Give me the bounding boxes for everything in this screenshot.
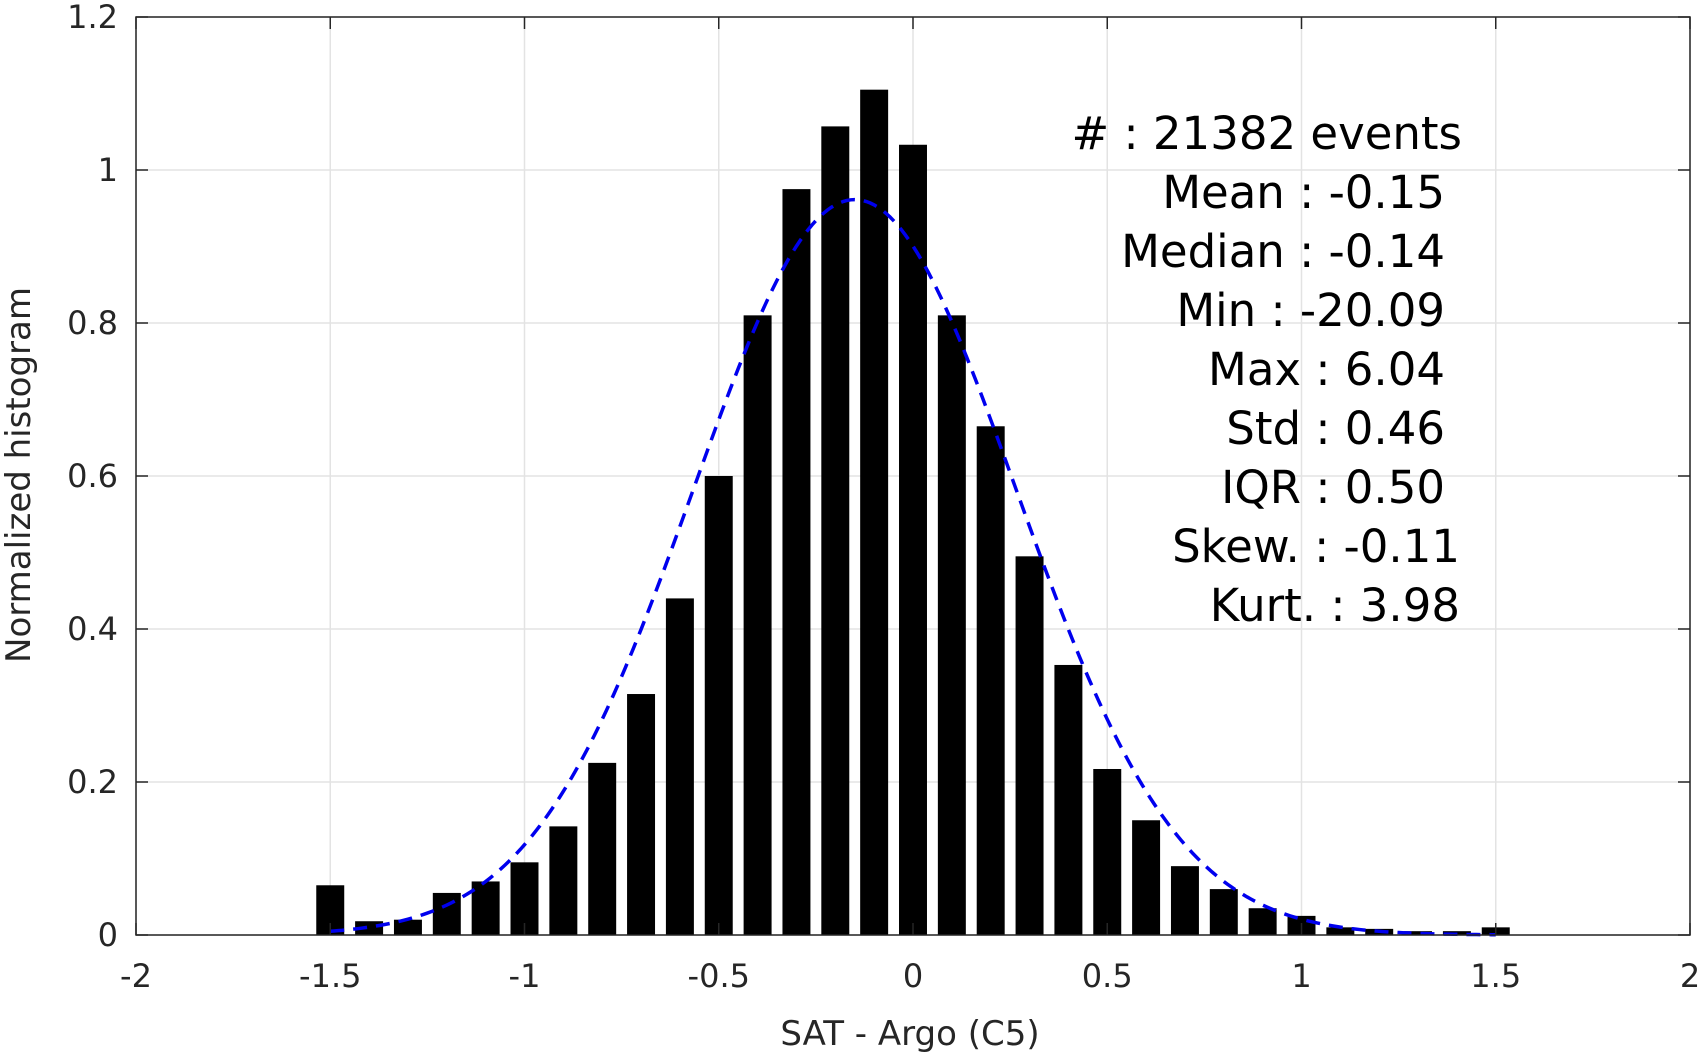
histogram-bar	[782, 189, 811, 935]
x-tick-label: 2	[1680, 957, 1700, 995]
stat-median: Median : -0.14	[1121, 225, 1445, 278]
x-axis-title: SAT - Argo (C5)	[780, 1014, 1039, 1054]
y-axis-title: Normalized histogram	[0, 287, 39, 663]
histogram-bar	[704, 476, 733, 935]
x-tick-label: 1.5	[1470, 957, 1521, 995]
normal-fit-curve	[330, 197, 1496, 937]
histogram-bar	[1326, 927, 1355, 935]
histogram-bar	[1132, 820, 1161, 935]
histogram-bar	[821, 126, 850, 935]
stat-max: Max : 6.04	[1208, 343, 1445, 396]
histogram-bar	[1170, 866, 1199, 935]
y-tick-label: 0.8	[67, 304, 118, 342]
histogram-bar	[665, 598, 694, 935]
histogram-bar	[1404, 931, 1433, 935]
x-tick-label: 0	[903, 957, 923, 995]
y-tick-label: 0.2	[67, 763, 118, 801]
y-tick-labels: 0 0.2 0.4 0.6 0.8 1 1.2	[67, 0, 118, 954]
y-tick-label: 1	[98, 151, 118, 189]
histogram-bar	[1209, 889, 1238, 935]
stat-std: Std : 0.46	[1226, 402, 1445, 455]
x-tick-label: -1	[509, 957, 541, 995]
histogram-bar	[393, 919, 422, 935]
y-tick-label: 0.6	[67, 457, 118, 495]
histogram-bar	[1054, 664, 1083, 935]
stat-min: Min : -20.09	[1176, 284, 1445, 337]
axes	[135, 16, 1691, 936]
x-tick-label: -0.5	[688, 957, 750, 995]
histogram-bar	[1093, 768, 1122, 935]
stat-mean: Mean : -0.15	[1162, 166, 1445, 219]
histogram-bar	[549, 826, 578, 935]
histogram-bar	[1015, 556, 1044, 935]
x-tick-label: 0.5	[1082, 957, 1133, 995]
stat-events: # : 21382 events	[1071, 107, 1462, 160]
histogram-bar	[510, 862, 539, 935]
histogram-bar	[627, 694, 656, 935]
x-tick-label: -1.5	[299, 957, 361, 995]
stat-skew: Skew. : -0.11	[1172, 520, 1460, 573]
histogram-bar	[471, 881, 500, 935]
statistics-annotation: # : 21382 events Mean : -0.15 Median : -…	[1071, 107, 1462, 632]
x-tick-label: 1	[1291, 957, 1311, 995]
stat-iqr: IQR : 0.50	[1221, 461, 1445, 514]
stat-kurt: Kurt. : 3.98	[1210, 579, 1460, 632]
histogram-bar	[743, 315, 772, 936]
x-tick-labels: -2 -1.5 -1 -0.5 0 0.5 1 1.5 2	[120, 957, 1700, 995]
y-tick-label: 1.2	[67, 0, 118, 36]
y-tick-label: 0	[98, 916, 118, 954]
histogram-bar	[937, 315, 966, 936]
histogram-bar	[1248, 908, 1277, 935]
histogram-bar	[976, 426, 1005, 935]
x-tick-label: -2	[120, 957, 152, 995]
y-tick-label: 0.4	[67, 610, 118, 648]
histogram-bar	[860, 89, 889, 936]
histogram-bar	[432, 892, 461, 935]
histogram-bar	[899, 144, 927, 935]
histogram-bar	[588, 762, 617, 935]
